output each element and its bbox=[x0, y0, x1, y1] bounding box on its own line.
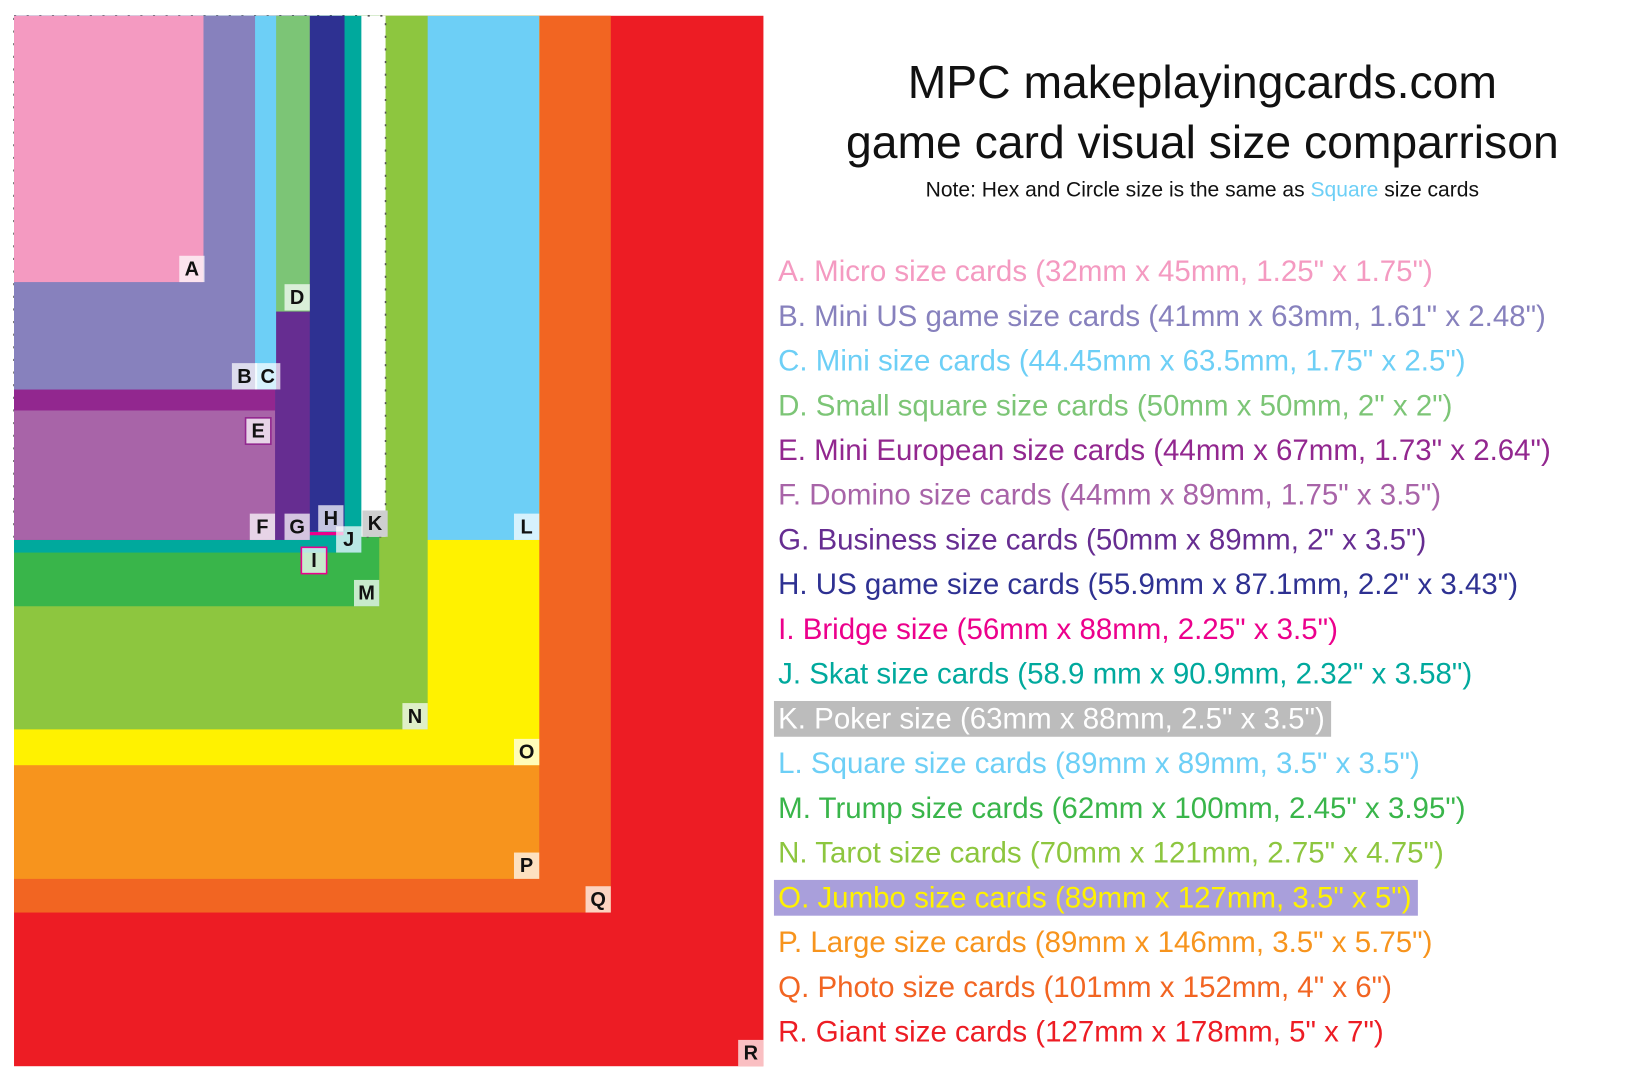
label-letter: C bbox=[260, 366, 274, 388]
label-letter: R bbox=[744, 1043, 759, 1065]
list-item: M. Trump size cards (62mm x 100mm, 2.45"… bbox=[778, 792, 1465, 825]
label-box bbox=[513, 513, 540, 540]
note: Note: Hex and Circle size is the same as… bbox=[926, 178, 1479, 201]
list-item: Q. Photo size cards (101mm x 152mm, 4" x… bbox=[778, 971, 1392, 1004]
label-letter: B bbox=[237, 366, 251, 388]
label-letter: M bbox=[358, 583, 375, 605]
card-labels: A B C D E F G HI JK L M N O P Q R bbox=[179, 255, 764, 1067]
list-item: R. Giant size cards (127mm x 178mm, 5" x… bbox=[778, 1016, 1384, 1049]
label-box bbox=[362, 510, 388, 537]
label-box bbox=[336, 526, 362, 553]
label-letter: A bbox=[185, 258, 199, 280]
label-box bbox=[249, 513, 276, 540]
label-letter: J bbox=[343, 529, 354, 551]
label-letter: F bbox=[256, 516, 268, 538]
label-box bbox=[284, 513, 310, 540]
title-line-1: MPC makeplayingcards.com bbox=[908, 56, 1497, 108]
list-item: C. Mini size cards (44.45mm x 63.5mm, 1.… bbox=[778, 345, 1465, 378]
label-letter: K bbox=[368, 513, 383, 535]
label-box bbox=[513, 738, 540, 766]
label-box bbox=[585, 886, 611, 913]
label-box bbox=[353, 579, 380, 607]
label-letter: N bbox=[408, 706, 422, 728]
item-highlight bbox=[773, 700, 1332, 737]
label-box bbox=[284, 284, 310, 311]
label-box bbox=[231, 363, 258, 390]
note-after: size cards bbox=[1384, 178, 1479, 201]
label-box bbox=[255, 363, 281, 390]
list-item: P. Large size cards (89mm x 146mm, 3.5" … bbox=[778, 926, 1432, 959]
list-item: A. Micro size cards (32mm x 45mm, 1.25" … bbox=[778, 255, 1433, 288]
label-letter: P bbox=[520, 855, 533, 877]
list-item: O. Jumbo size cards (89mm x 127mm, 3.5" … bbox=[778, 881, 1411, 914]
list-item: K. Poker size (63mm x 88mm, 2.5" x 3.5") bbox=[778, 702, 1325, 735]
note-before: Note: Hex and Circle size is the same as bbox=[926, 178, 1305, 201]
list-item: E. Mini European size cards (44mm x 67mm… bbox=[778, 434, 1551, 467]
label-box bbox=[179, 255, 205, 283]
label-box bbox=[738, 1039, 764, 1067]
card-rects bbox=[13, 14, 764, 1067]
label-letter: Q bbox=[590, 889, 606, 911]
label-letter: E bbox=[252, 421, 265, 443]
label-letter: D bbox=[290, 287, 304, 309]
label-box bbox=[513, 852, 540, 879]
item-highlight bbox=[773, 879, 1418, 916]
label-letter: G bbox=[289, 516, 305, 538]
label-letter: H bbox=[324, 508, 338, 530]
list-item: I. Bridge size (56mm x 88mm, 2.25" x 3.5… bbox=[778, 613, 1338, 646]
list-item: H. US game size cards (55.9mm x 87.1mm, … bbox=[778, 568, 1518, 601]
label-box bbox=[300, 546, 328, 575]
list-item: J. Skat size cards (58.9 mm x 90.9mm, 2.… bbox=[778, 658, 1472, 691]
title-line-2: game card visual size comparrison bbox=[846, 116, 1559, 168]
list-item: F. Domino size cards (44mm x 89mm, 1.75"… bbox=[778, 479, 1441, 512]
list-item: B. Mini US game size cards (41mm x 63mm,… bbox=[778, 300, 1546, 333]
list-item: N. Tarot size cards (70mm x 121mm, 2.75"… bbox=[778, 837, 1444, 870]
label-letter: L bbox=[520, 516, 532, 538]
label-letter: I bbox=[311, 550, 317, 572]
label-box bbox=[402, 703, 428, 730]
card-list: A. Micro size cards (32mm x 45mm, 1.25" … bbox=[773, 255, 1551, 1049]
note-highlight: Square bbox=[1311, 178, 1379, 201]
list-item: G. Business size cards (50mm x 89mm, 2" … bbox=[778, 523, 1426, 556]
list-item: D. Small square size cards (50mm x 50mm,… bbox=[778, 389, 1452, 422]
list-item: L. Square size cards (89mm x 89mm, 3.5" … bbox=[778, 747, 1420, 780]
card-rect bbox=[14, 15, 204, 283]
label-letter: O bbox=[519, 742, 535, 764]
label-box bbox=[244, 417, 272, 445]
